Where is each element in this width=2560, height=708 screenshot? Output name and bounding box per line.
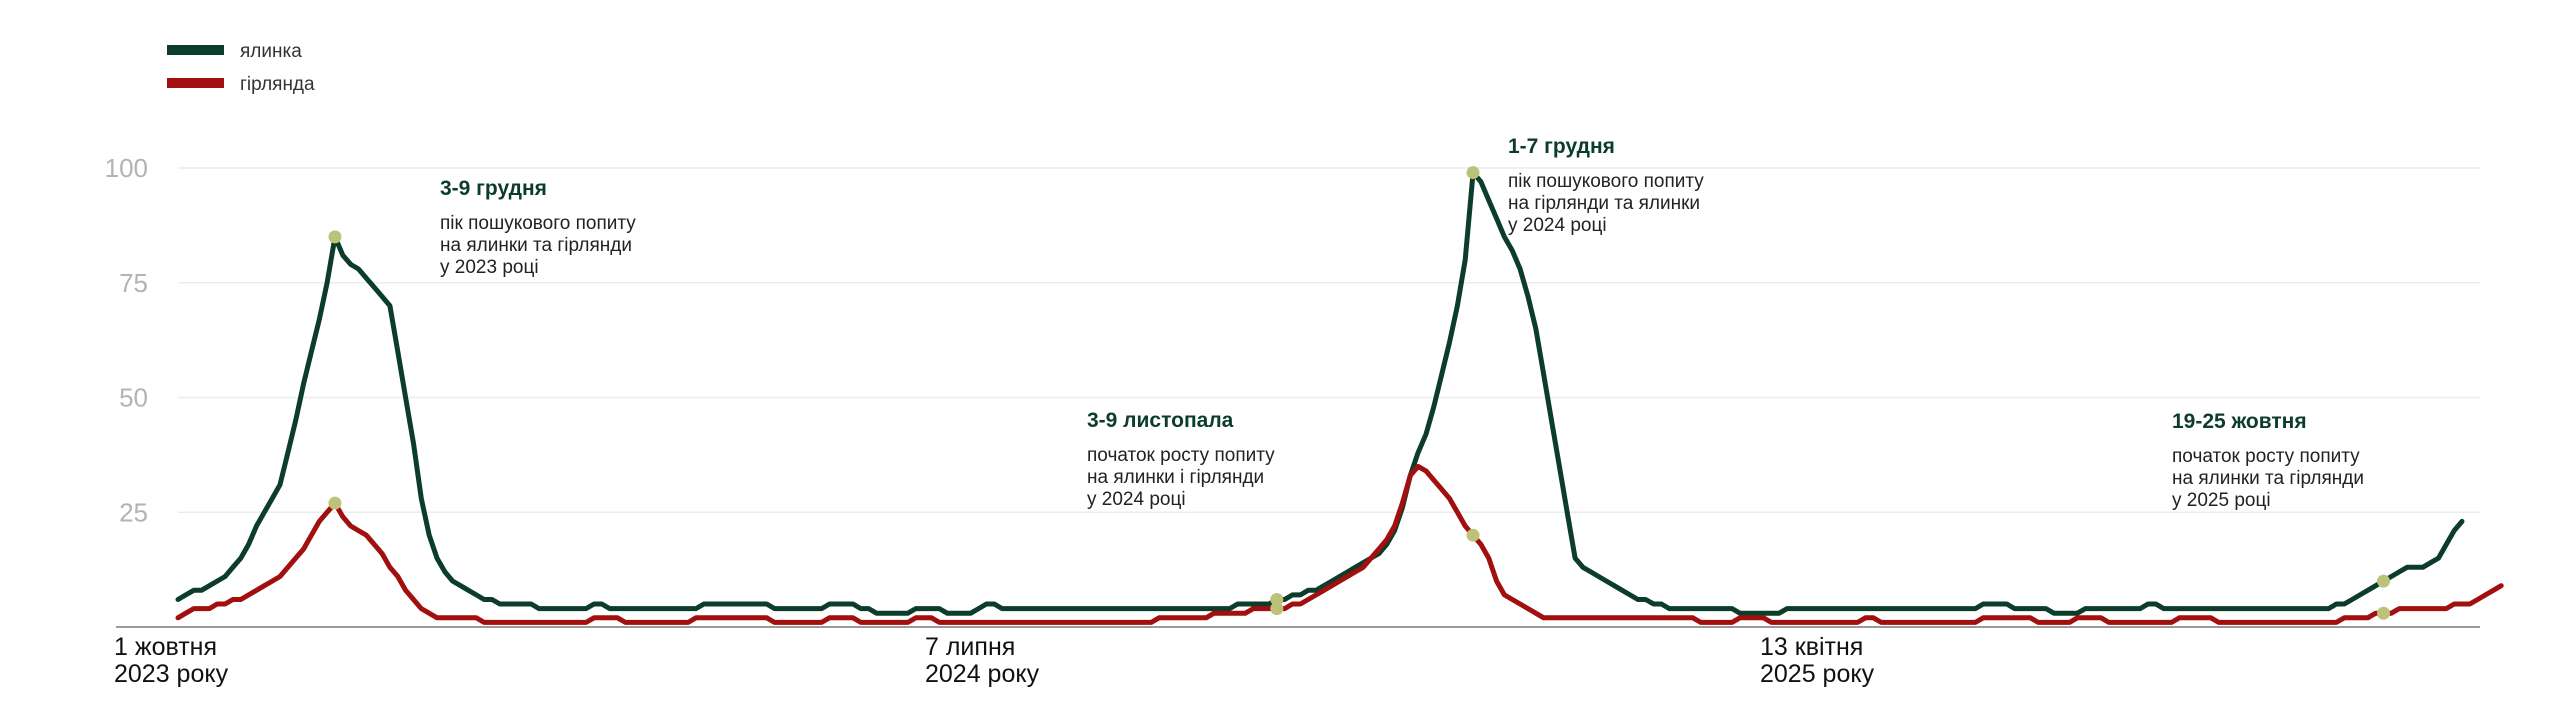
annotation-4-line-1: початок росту попиту: [2172, 446, 2360, 467]
annotation-3-line-3: у 2024 році: [1508, 215, 1607, 236]
series-lines: [175, 170, 2504, 625]
y-axis-ticks: 100 75 50 25: [105, 153, 148, 527]
x-tick-2-line-1: 7 липня: [925, 633, 1015, 661]
x-tick-1-line-2: 2023 року: [114, 660, 229, 688]
annotation-title-2: 3-9 листопала: [1087, 409, 1234, 432]
annotation-4-line-3: у 2025 році: [2172, 490, 2271, 511]
marker-4-series-2: [2377, 606, 2391, 620]
legend-label-1: ялинка: [240, 41, 302, 62]
x-tick-2-line-2: 2024 року: [925, 660, 1040, 688]
marker-3-series-2: [1466, 528, 1480, 542]
legend-label-2: гірлянда: [240, 74, 315, 95]
marker-3-series-1: [1466, 166, 1480, 180]
series-line-1: [175, 170, 2465, 616]
series-line-2: [175, 463, 2504, 625]
annotation-1-line-3: у 2023 році: [440, 257, 539, 278]
marker-4-series-1: [2377, 574, 2391, 588]
legend: ялинка гірлянда: [167, 41, 315, 95]
annotation-title-4: 19-25 жовтня: [2172, 410, 2307, 433]
annotation-title-1: 3-9 грудня: [440, 177, 547, 200]
annotation-1-line-1: пік пошукового попиту: [440, 213, 636, 234]
marker-2-series-2: [1270, 602, 1284, 616]
legend-swatch-1: [167, 45, 224, 55]
marker-1-series-1: [328, 230, 342, 244]
x-tick-3-line-2: 2025 року: [1760, 660, 1875, 688]
marker-1-series-2: [328, 496, 342, 510]
y-tick-25: 25: [119, 497, 148, 527]
annotation-3-line-1: пік пошукового попиту: [1508, 171, 1704, 192]
annotation-2-line-2: на ялинки і гірлянди: [1087, 467, 1264, 488]
marker-2-series-1: [1270, 592, 1284, 606]
y-tick-100: 100: [105, 153, 148, 183]
legend-swatch-2: [167, 78, 224, 88]
annotation-2-line-1: початок росту попиту: [1087, 445, 1275, 466]
annotation-1-line-2: на ялинки та гірлянди: [440, 235, 632, 256]
annotation-4-line-2: на ялинки та гірлянди: [2172, 468, 2364, 489]
annotation-title-3: 1-7 грудня: [1508, 135, 1615, 158]
y-tick-75: 75: [119, 268, 148, 298]
x-tick-1-line-1: 1 жовтня: [114, 633, 217, 661]
annotation-2-line-3: у 2024 році: [1087, 489, 1186, 510]
y-tick-50: 50: [119, 383, 148, 413]
x-tick-3-line-1: 13 квітня: [1760, 633, 1863, 661]
gridlines: [178, 167, 2480, 513]
annotation-3-line-2: на гірлянди та ялинки: [1508, 193, 1700, 214]
highlight-markers: [328, 166, 2391, 620]
